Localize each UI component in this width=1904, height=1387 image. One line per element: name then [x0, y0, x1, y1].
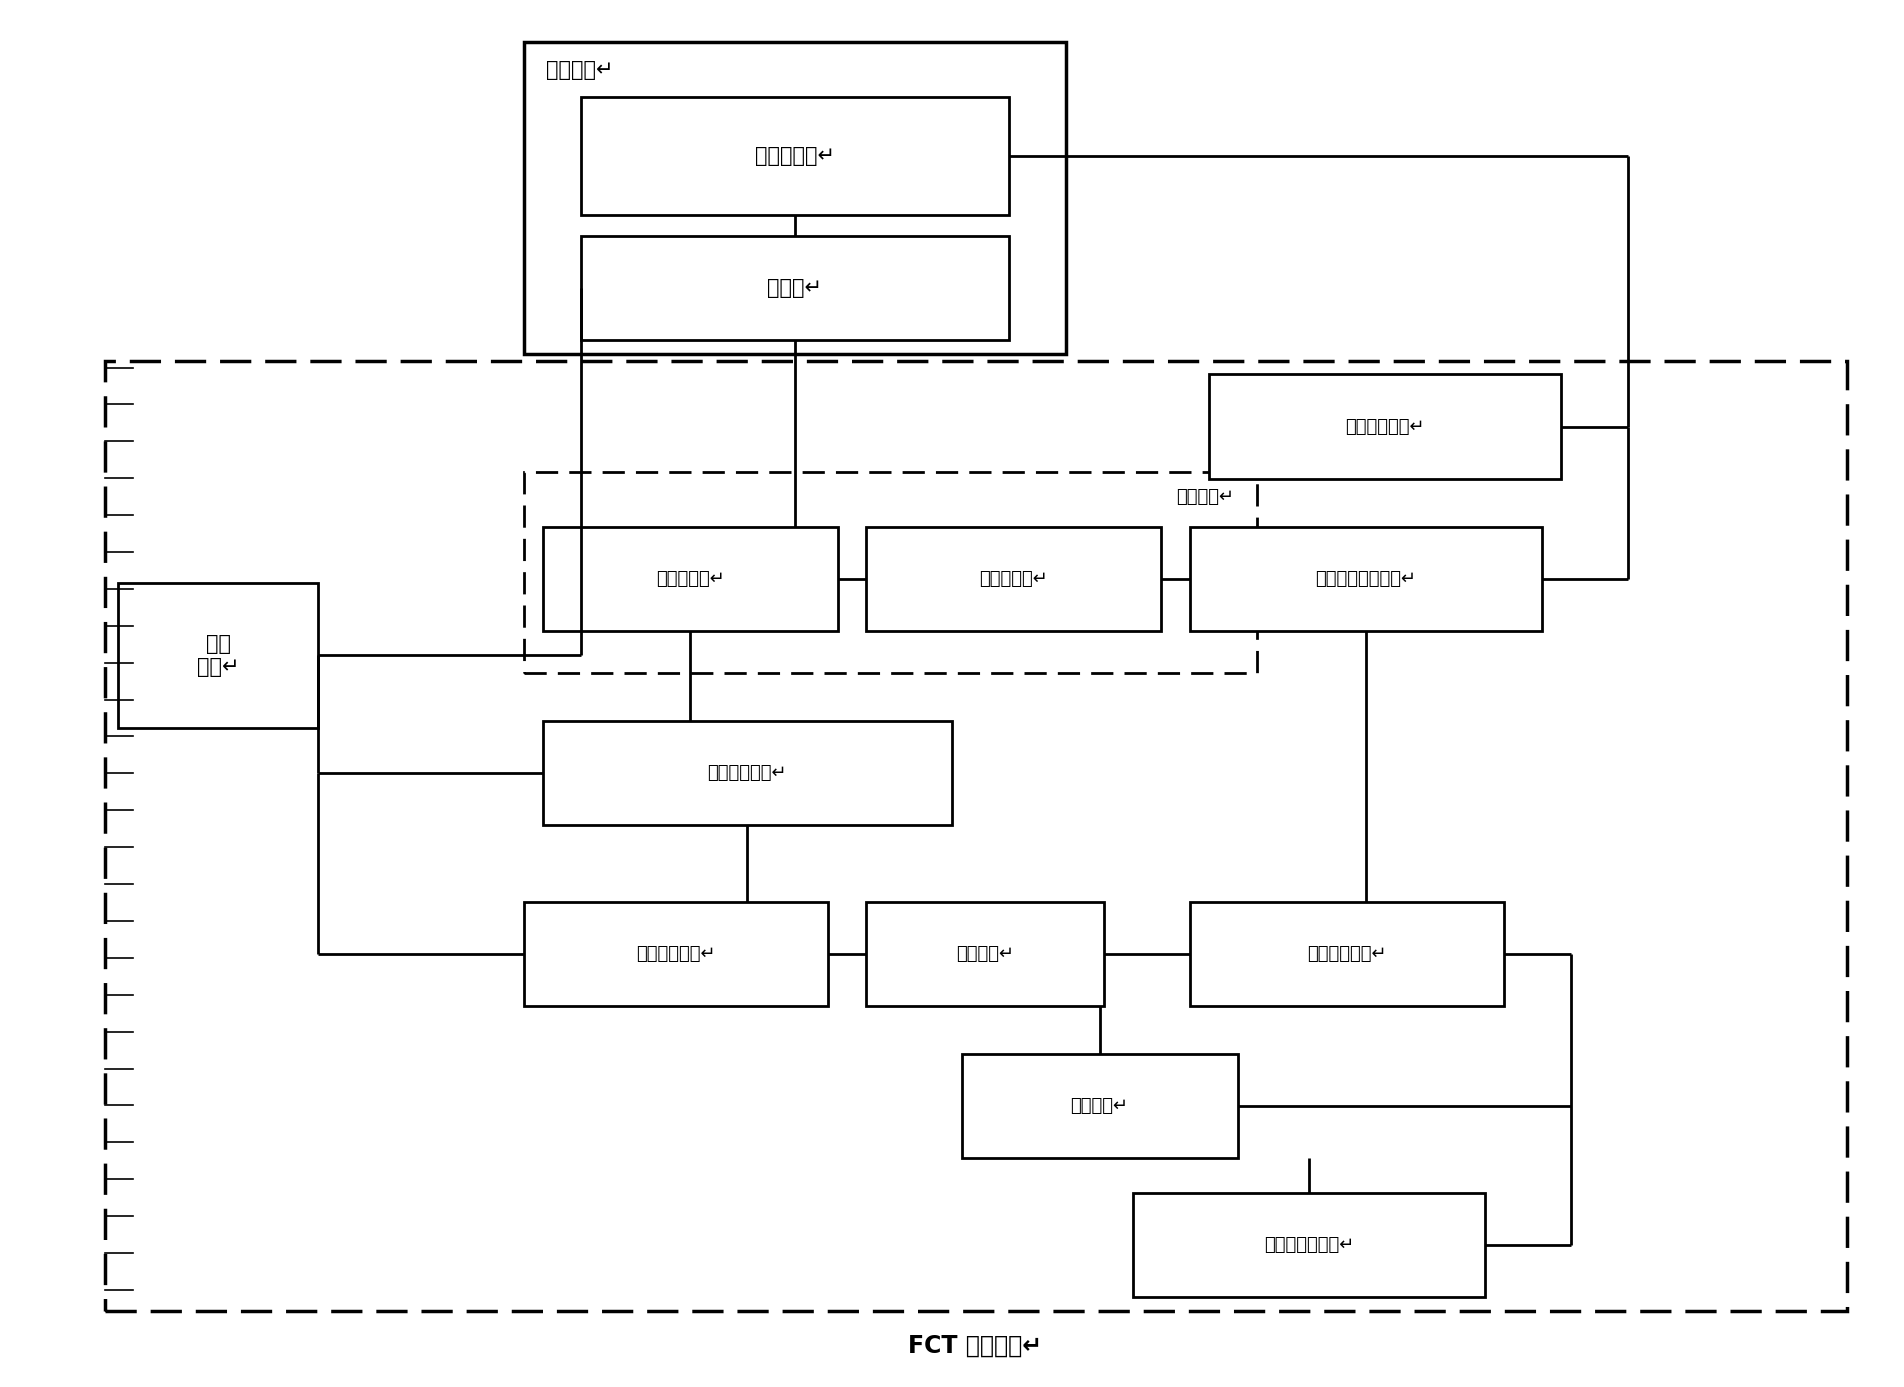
Text: 条码扫描装置↵: 条码扫描装置↵ — [1346, 417, 1424, 436]
Text: 被测电路板↵: 被测电路板↵ — [754, 146, 836, 166]
Text: 探针组↵: 探针组↵ — [767, 277, 823, 298]
Bar — [524, 472, 1257, 673]
Text: 功能测试模块↵: 功能测试模块↵ — [1308, 945, 1386, 963]
Text: 行程
开关↵: 行程 开关↵ — [196, 634, 240, 677]
Text: 切换电路↵: 切换电路↵ — [956, 945, 1015, 963]
Text: 测试程序控制模块↵: 测试程序控制模块↵ — [1316, 570, 1417, 588]
Bar — [543, 721, 952, 825]
Bar — [105, 361, 1847, 1311]
Bar — [1209, 374, 1561, 479]
Bar — [1133, 1193, 1485, 1297]
Text: 继电器组↵: 继电器组↵ — [1175, 488, 1234, 506]
Text: 自锁控制电路↵: 自锁控制电路↵ — [636, 945, 716, 963]
Text: 阻抗测试表头↵: 阻抗测试表头↵ — [708, 764, 786, 782]
Bar — [866, 902, 1104, 1006]
Bar — [1190, 527, 1542, 631]
Text: 显示装置↵: 显示装置↵ — [1070, 1097, 1129, 1115]
Text: 控制开关组↵: 控制开关组↵ — [979, 570, 1049, 588]
Bar — [581, 97, 1009, 215]
Bar — [866, 527, 1161, 631]
Bar — [524, 902, 828, 1006]
Text: 测试结果数据库↵: 测试结果数据库↵ — [1264, 1236, 1354, 1254]
Text: 输出开关组↵: 输出开关组↵ — [655, 570, 725, 588]
Text: FCT 测试系统↵: FCT 测试系统↵ — [908, 1333, 1041, 1358]
Text: 压合治具↵: 压合治具↵ — [546, 60, 613, 79]
Bar — [524, 42, 1066, 354]
Bar — [581, 236, 1009, 340]
Bar — [1190, 902, 1504, 1006]
Bar — [118, 583, 318, 728]
Bar — [962, 1054, 1238, 1158]
Bar — [543, 527, 838, 631]
